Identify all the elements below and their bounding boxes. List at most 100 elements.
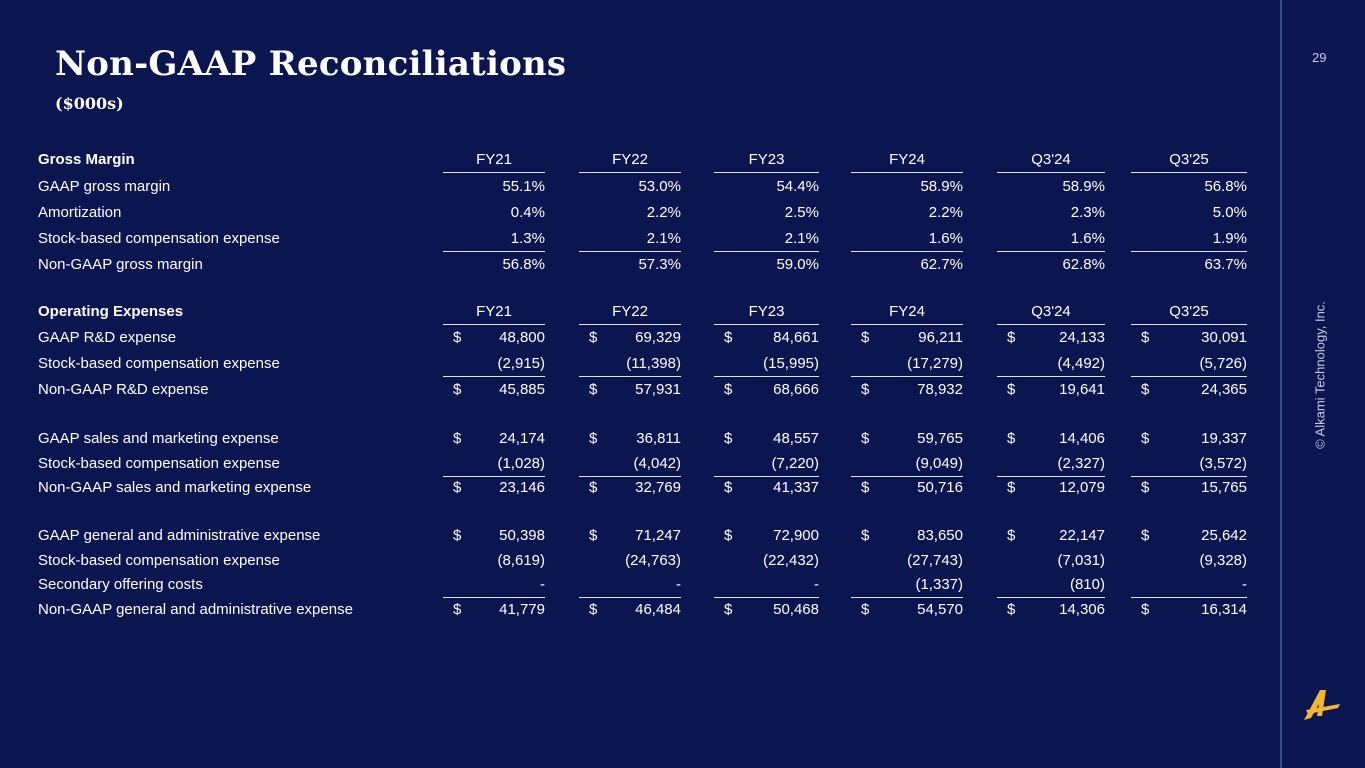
- currency-symbol: $: [453, 527, 462, 544]
- table-cell: $24,133: [997, 326, 1105, 350]
- cell-value: 54,570: [917, 601, 963, 618]
- cell-value: 2.1%: [784, 230, 819, 247]
- table-row: Stock-based compensation expense (8,619) (…: [38, 549, 1258, 573]
- cell-value: 30,091: [1201, 329, 1247, 346]
- cell-value: 41,337: [773, 479, 819, 496]
- table-cell: $48,800: [443, 326, 545, 350]
- table-row: Amortization 0.4% 2.2% 2.5% 2.2% 2.3% 5.0%: [38, 201, 1258, 225]
- table-cell: $45,885: [443, 378, 545, 402]
- cell-value: 2.2%: [928, 204, 963, 221]
- currency-symbol: $: [1007, 381, 1016, 398]
- cell-value: FY22: [612, 151, 648, 168]
- cell-value: (810): [1069, 576, 1105, 593]
- cell-value: FY21: [476, 151, 512, 168]
- table-cell: $59,765: [851, 427, 963, 451]
- table-cell: 57.3%: [579, 253, 681, 277]
- cell-value: (7,031): [1057, 552, 1105, 569]
- cell-value: 25,642: [1201, 527, 1247, 544]
- cell-value: 41,779: [499, 601, 545, 618]
- table-cell: (4,492): [997, 352, 1105, 377]
- table-cell: $54,570: [851, 598, 963, 622]
- cell-value: -: [1242, 576, 1247, 593]
- currency-symbol: $: [1141, 381, 1150, 398]
- table-cell: 58.9%: [997, 175, 1105, 199]
- table-cell: (11,398): [579, 352, 681, 377]
- cell-value: (9,049): [915, 455, 963, 472]
- table-cell: 53.0%: [579, 175, 681, 199]
- row-label: Secondary offering costs: [38, 576, 203, 593]
- table-cell: (1,028): [443, 452, 545, 477]
- cell-value: 83,650: [917, 527, 963, 544]
- cell-value: 84,661: [773, 329, 819, 346]
- currency-symbol: $: [453, 430, 462, 447]
- cell-value: 5.0%: [1212, 204, 1247, 221]
- cell-value: (1,028): [497, 455, 545, 472]
- cell-value: 14,406: [1059, 430, 1105, 447]
- cell-value: 53.0%: [638, 178, 681, 195]
- cell-value: (5,726): [1199, 355, 1247, 372]
- currency-symbol: $: [589, 479, 598, 496]
- table-cell: 62.8%: [997, 253, 1105, 277]
- table-cell: $46,484: [579, 598, 681, 622]
- cell-value: 78,932: [917, 381, 963, 398]
- cell-value: -: [540, 576, 545, 593]
- table-cell: (7,031): [997, 549, 1105, 573]
- cell-value: Q3'24: [1031, 303, 1071, 320]
- table-cell: $68,666: [714, 378, 819, 402]
- row-label: Amortization: [38, 204, 122, 221]
- table-cell: $57,931: [579, 378, 681, 402]
- currency-symbol: $: [724, 601, 733, 618]
- cell-value: 46,484: [635, 601, 681, 618]
- table-section-header: Operating Expenses FY21 FY22 FY23 FY24 Q3'24 Q…: [38, 300, 1258, 325]
- cell-value: 16,314: [1201, 601, 1247, 618]
- column-header: FY24: [851, 148, 963, 173]
- table-cell: $30,091: [1131, 326, 1247, 350]
- cell-value: 69,329: [635, 329, 681, 346]
- cell-value: (27,743): [907, 552, 963, 569]
- table-cell: (15,995): [714, 352, 819, 377]
- table-cell: (1,337): [851, 573, 963, 598]
- row-label: Non-GAAP sales and marketing expense: [38, 479, 312, 496]
- column-header: FY23: [714, 300, 819, 325]
- cell-value: (4,492): [1057, 355, 1105, 372]
- table-cell: 55.1%: [443, 175, 545, 199]
- cell-value: (15,995): [763, 355, 819, 372]
- divider: [1280, 0, 1282, 768]
- currency-symbol: $: [1141, 479, 1150, 496]
- table-row: GAAP sales and marketing expense $24,174 $…: [38, 427, 1258, 451]
- column-header: FY24: [851, 300, 963, 325]
- cell-value: 36,811: [636, 430, 681, 447]
- table-cell: $14,306: [997, 598, 1105, 622]
- cell-value: 56.8%: [502, 256, 545, 273]
- cell-value: 59.0%: [776, 256, 819, 273]
- table-cell: $15,765: [1131, 476, 1247, 500]
- currency-symbol: $: [861, 329, 870, 346]
- cell-value: (7,220): [771, 455, 819, 472]
- cell-value: 57.3%: [638, 256, 681, 273]
- currency-symbol: $: [861, 601, 870, 618]
- page-number: 29: [1312, 50, 1327, 65]
- cell-value: (9,328): [1199, 552, 1247, 569]
- table-row: Stock-based compensation expense (2,915) (…: [38, 352, 1258, 377]
- cell-value: 22,147: [1059, 527, 1105, 544]
- table-row: Secondary offering costs - - - (1,337) (810) -: [38, 573, 1258, 598]
- table-row: Non-GAAP general and administrative expe…: [38, 598, 1258, 622]
- row-label: Stock-based compensation expense: [38, 552, 280, 569]
- table-cell: 2.2%: [579, 201, 681, 225]
- cell-value: 50,468: [773, 601, 819, 618]
- cell-value: 57,931: [635, 381, 681, 398]
- table-cell: $16,314: [1131, 598, 1247, 622]
- table-cell: 1.6%: [997, 227, 1105, 252]
- table-row: Stock-based compensation expense (1,028) (…: [38, 452, 1258, 477]
- table-row: GAAP R&D expense $48,800 $69,329 $84,661 $96…: [38, 326, 1258, 350]
- cell-value: 2.3%: [1070, 204, 1105, 221]
- cell-value: 14,306: [1059, 601, 1105, 618]
- table-cell: $19,337: [1131, 427, 1247, 451]
- page-title: Non-GAAP Reconciliations: [55, 44, 567, 84]
- currency-symbol: $: [1007, 601, 1016, 618]
- currency-symbol: $: [1007, 527, 1016, 544]
- table-cell: 5.0%: [1131, 201, 1247, 225]
- currency-symbol: $: [589, 601, 598, 618]
- row-label: Stock-based compensation expense: [38, 355, 280, 372]
- alkami-logo-icon: [1304, 690, 1340, 720]
